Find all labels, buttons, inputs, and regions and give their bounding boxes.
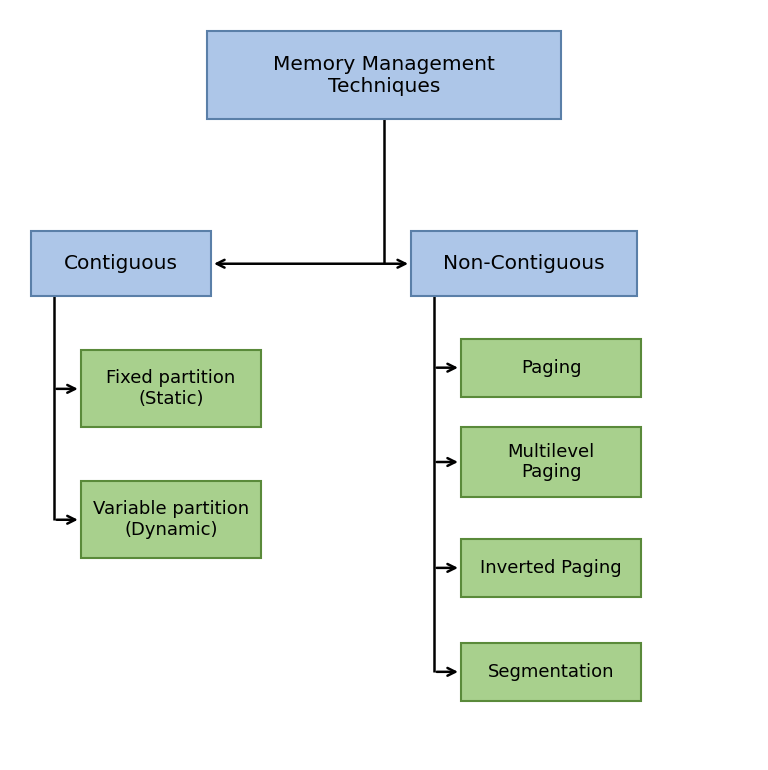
Text: Fixed partition
(Static): Fixed partition (Static): [106, 370, 236, 408]
FancyBboxPatch shape: [31, 231, 211, 296]
FancyBboxPatch shape: [461, 539, 641, 597]
Text: Memory Management
Techniques: Memory Management Techniques: [273, 55, 495, 95]
Text: Multilevel
Paging: Multilevel Paging: [508, 443, 594, 481]
FancyBboxPatch shape: [207, 31, 561, 119]
FancyBboxPatch shape: [81, 481, 261, 558]
FancyBboxPatch shape: [461, 643, 641, 701]
Text: Variable partition
(Dynamic): Variable partition (Dynamic): [93, 500, 249, 539]
FancyBboxPatch shape: [81, 350, 261, 427]
Text: Segmentation: Segmentation: [488, 663, 614, 681]
Text: Inverted Paging: Inverted Paging: [480, 559, 622, 577]
FancyBboxPatch shape: [461, 427, 641, 497]
Text: Paging: Paging: [521, 359, 581, 377]
FancyBboxPatch shape: [411, 231, 637, 296]
Text: Non-Contiguous: Non-Contiguous: [443, 254, 605, 273]
Text: Contiguous: Contiguous: [64, 254, 178, 273]
FancyBboxPatch shape: [461, 339, 641, 397]
